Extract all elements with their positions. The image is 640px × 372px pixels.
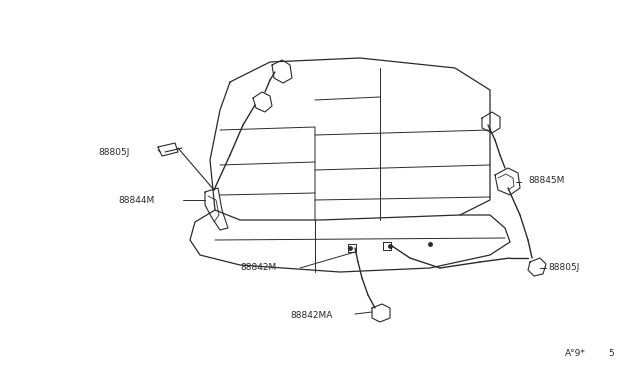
- Text: 88844M: 88844M: [118, 196, 154, 205]
- Text: 88805J: 88805J: [548, 263, 579, 273]
- Text: 88845M: 88845M: [528, 176, 564, 185]
- Text: 88842MA: 88842MA: [290, 311, 332, 321]
- Text: A°9*: A°9*: [565, 350, 586, 359]
- Text: 5: 5: [608, 350, 614, 359]
- Text: 88805J: 88805J: [98, 148, 129, 157]
- Text: 88842M: 88842M: [240, 263, 276, 273]
